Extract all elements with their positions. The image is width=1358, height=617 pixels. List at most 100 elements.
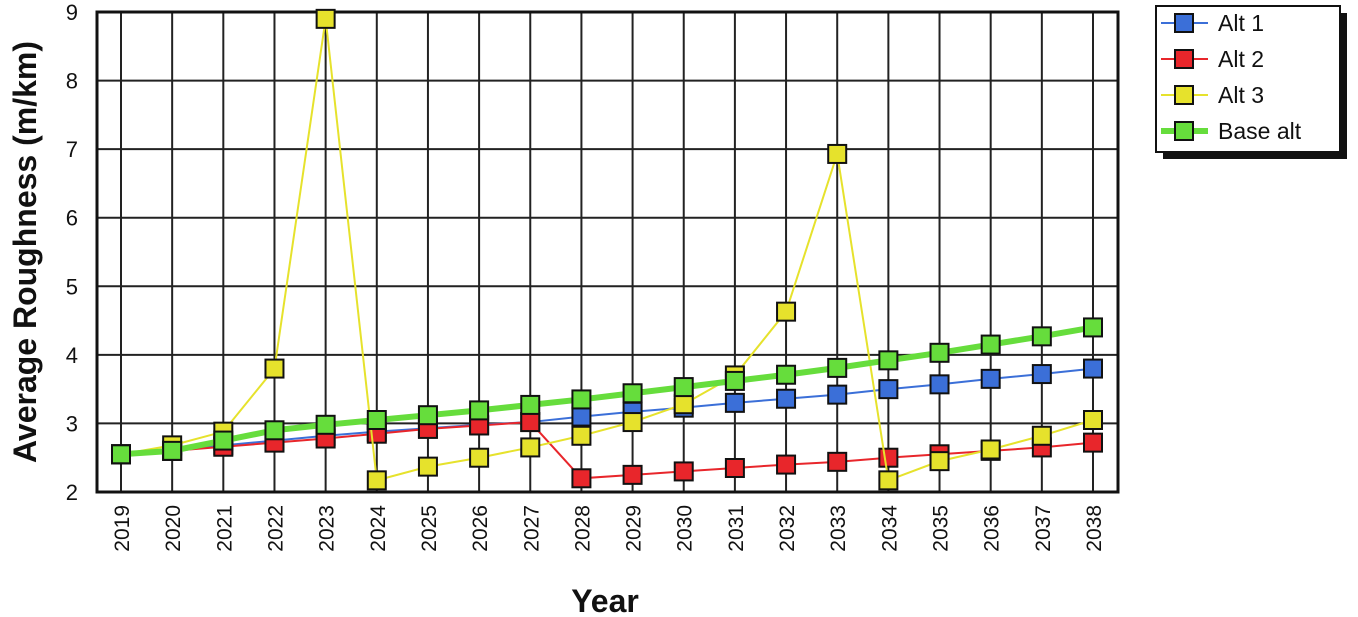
x-tick-label: 2022 (264, 505, 287, 552)
data-point (776, 301, 797, 322)
data-point (1083, 410, 1103, 430)
data-point (929, 451, 950, 472)
y-tick-labels: 2 3 4 5 6 7 8 9 (66, 0, 78, 505)
x-tick-label: 2021 (213, 505, 236, 552)
y-axis-title: Average Roughness (m/km) (7, 41, 43, 463)
data-point (469, 400, 490, 421)
data-point (264, 358, 285, 379)
data-point (1083, 358, 1103, 379)
y-tick-label: 5 (66, 274, 78, 299)
series-alt-1 (111, 358, 1103, 465)
data-point (469, 447, 490, 468)
data-point (980, 368, 1001, 389)
data-point (520, 412, 541, 433)
data-point (929, 342, 950, 363)
data-point (571, 389, 592, 410)
x-tick-label: 2032 (776, 505, 799, 552)
plot-frame (95, 10, 1120, 494)
x-tick-label: 2023 (316, 505, 339, 552)
data-point (417, 405, 438, 426)
series-base-alt (111, 317, 1103, 465)
data-point (571, 406, 592, 427)
x-tick-label: 2029 (623, 505, 646, 552)
x-tick-label: 2020 (162, 505, 185, 552)
data-point (673, 461, 694, 482)
x-tick-label: 2025 (418, 505, 441, 552)
data-point (1031, 326, 1052, 347)
legend-label: Alt 3 (1218, 82, 1264, 108)
x-tick-label: 2024 (367, 505, 390, 552)
x-tick-label: 2031 (725, 505, 748, 552)
x-tick-label: 2026 (469, 505, 492, 552)
x-tick-label: 2038 (1083, 505, 1106, 552)
data-point (1031, 364, 1052, 385)
x-tick-label: 2030 (674, 505, 697, 552)
data-point (162, 440, 183, 461)
legend: Alt 1 Alt 2 Alt 3 Base alt (1155, 5, 1347, 159)
data-point (878, 379, 899, 400)
data-point (571, 468, 592, 489)
data-point (520, 437, 541, 458)
y-tick-label: 9 (66, 0, 78, 25)
legend-label: Alt 2 (1218, 46, 1264, 72)
data-point (980, 334, 1001, 355)
y-tick-label: 6 (66, 206, 78, 231)
x-tick-label: 2028 (571, 505, 594, 552)
data-point (878, 470, 899, 491)
legend-swatch (1174, 121, 1194, 141)
x-tick-label: 2019 (111, 505, 134, 552)
data-point (622, 383, 643, 404)
data-point (929, 374, 950, 395)
data-point (827, 384, 848, 405)
x-tick-label: 2027 (520, 505, 543, 552)
x-tick-label: 2036 (981, 505, 1004, 552)
data-point (673, 394, 694, 415)
data-point (315, 414, 336, 435)
y-tick-label: 2 (66, 480, 78, 505)
data-point (213, 430, 234, 451)
series-line (120, 18, 1094, 482)
data-point (724, 458, 745, 478)
y-tick-label: 7 (66, 137, 78, 162)
data-point (622, 464, 643, 485)
data-point (980, 439, 1001, 460)
x-tick-label: 2035 (930, 505, 953, 552)
data-point (776, 454, 797, 475)
legend-swatch (1174, 49, 1194, 69)
data-point (520, 394, 541, 415)
data-point (878, 447, 899, 468)
legend-label: Alt 1 (1218, 10, 1264, 36)
data-point (827, 357, 848, 378)
x-tick-label: 2033 (827, 505, 850, 552)
data-point (315, 8, 336, 29)
grid (97, 11, 1118, 493)
legend-swatch (1174, 13, 1194, 33)
data-point (776, 388, 797, 409)
y-tick-label: 3 (66, 411, 78, 436)
data-point (111, 444, 131, 465)
x-tick-label: 2034 (878, 505, 901, 552)
series-group (111, 8, 1103, 491)
data-point (622, 412, 643, 433)
data-point (264, 420, 285, 441)
legend-swatch (1174, 85, 1194, 105)
data-point (1083, 317, 1103, 338)
data-point (827, 143, 848, 164)
data-point (673, 377, 694, 398)
series-alt-3 (111, 8, 1103, 491)
data-point (417, 456, 438, 477)
data-point (724, 370, 745, 391)
data-point (827, 451, 848, 472)
legend-label: Base alt (1218, 118, 1302, 144)
data-point (366, 410, 387, 430)
data-point (571, 425, 592, 446)
y-tick-label: 8 (66, 69, 78, 94)
data-point (1031, 425, 1052, 446)
x-tick-label: 2037 (1032, 505, 1055, 552)
x-axis-title: Year (571, 583, 639, 617)
data-point (776, 364, 797, 385)
x-tick-labels: 2019 2020 2021 2022 2023 2024 2025 2026 2027 2028… (111, 505, 1106, 552)
y-tick-label: 4 (66, 343, 78, 368)
data-point (366, 470, 387, 491)
